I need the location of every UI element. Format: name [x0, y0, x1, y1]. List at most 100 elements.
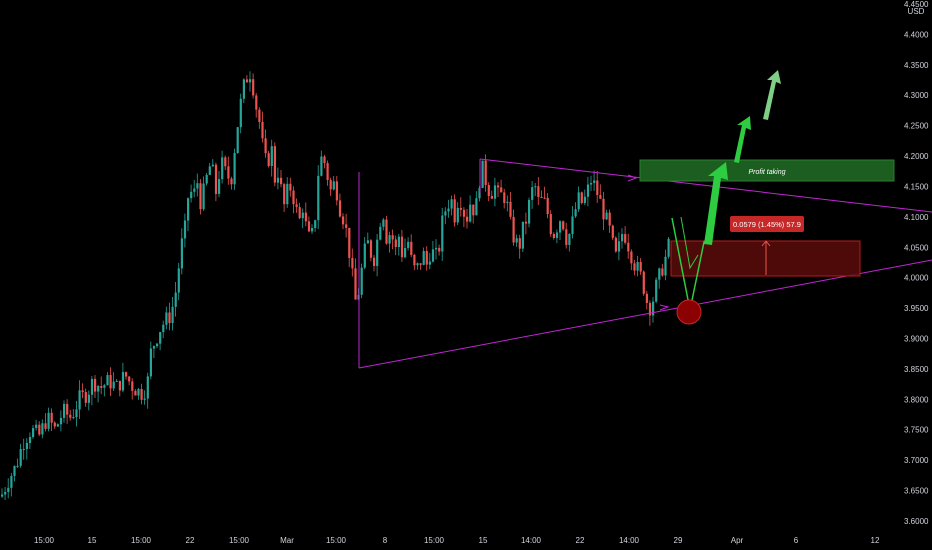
candle-body	[211, 164, 214, 167]
y-tick-label: 4.0000	[904, 274, 929, 283]
candle-body	[590, 183, 593, 185]
triangle-upper-arrow	[627, 174, 638, 182]
candle-body	[497, 185, 500, 188]
candle-body	[273, 146, 276, 183]
y-tick-label: 3.7500	[904, 426, 929, 435]
candle-body	[270, 146, 273, 167]
candle-body	[549, 214, 552, 235]
candle-body	[506, 201, 509, 203]
candle-body	[112, 381, 115, 389]
candle-body	[131, 381, 134, 391]
candle-body	[633, 263, 636, 271]
candle-body	[94, 378, 97, 392]
candle-body	[404, 247, 407, 258]
candle-body	[407, 241, 410, 248]
candle-body	[143, 398, 146, 400]
candle-body	[249, 79, 252, 83]
candle-body	[152, 346, 156, 349]
candle-body	[639, 261, 642, 272]
candle-body	[97, 385, 100, 392]
candle-body	[608, 212, 611, 226]
candle-body	[84, 392, 87, 403]
currency-label: USD	[908, 7, 925, 16]
candle-body	[289, 183, 292, 191]
candle-body	[416, 263, 419, 266]
candle-body	[518, 238, 521, 249]
y-tick-label: 4.0500	[904, 243, 929, 252]
candle-body	[69, 414, 72, 418]
candle-body	[376, 239, 379, 266]
candle-body	[475, 198, 478, 216]
candle-body	[462, 209, 466, 217]
x-tick-label: 15	[479, 536, 488, 545]
candle-body	[32, 428, 35, 438]
candle-body	[400, 236, 404, 258]
candle-body	[366, 240, 369, 244]
candle-body	[459, 207, 462, 210]
time-axis[interactable]: 15:00 15 15:00 22 15:00 Mar 15:00 8 15:00 15 14:00…	[34, 536, 880, 545]
x-tick-label: Mar	[280, 536, 294, 545]
candle-body	[140, 388, 143, 400]
candle-body	[162, 324, 165, 333]
candle-body	[261, 121, 264, 139]
candle-body	[397, 236, 400, 248]
candle-body	[583, 196, 586, 204]
candle-body	[382, 219, 385, 227]
x-tick-label: 14:00	[619, 536, 640, 545]
candle-body	[617, 241, 621, 252]
candle-body	[177, 268, 180, 293]
candle-body	[227, 166, 230, 179]
candle-body	[611, 225, 614, 238]
candle-body	[53, 422, 56, 427]
candle-body	[196, 183, 199, 189]
candle-body	[106, 375, 109, 386]
candle-body	[419, 263, 422, 265]
y-tick-label: 3.6000	[904, 517, 929, 526]
candle-body	[388, 235, 391, 244]
candle-body	[373, 257, 376, 266]
candle-body	[661, 268, 664, 276]
candle-body	[360, 267, 363, 295]
candle-body	[230, 178, 233, 185]
y-tick-label: 3.9500	[904, 304, 929, 313]
x-tick-label: 12	[871, 536, 880, 545]
candle-body	[540, 196, 543, 198]
candle-body	[208, 166, 211, 175]
candle-body	[456, 207, 459, 223]
candle-body	[521, 221, 524, 249]
candle-body	[81, 390, 84, 393]
candle-body	[645, 293, 648, 303]
x-tick-label: 14:00	[521, 536, 542, 545]
candle-body	[149, 348, 152, 377]
forecast-arrow-3	[763, 70, 781, 120]
candle-body	[25, 443, 28, 450]
candle-body	[490, 195, 493, 199]
candle-body	[28, 437, 32, 444]
candle-body	[258, 109, 261, 122]
candle-body	[44, 423, 47, 429]
candle-body	[301, 212, 304, 219]
candle-body	[422, 251, 425, 265]
candle-body	[369, 240, 373, 258]
candle-body	[447, 208, 450, 212]
candle-body	[323, 156, 326, 164]
candle-body	[329, 180, 332, 190]
candle-body	[63, 403, 66, 418]
x-tick-label: 15:00	[34, 536, 55, 545]
candle-body	[515, 238, 518, 243]
forecast-second-line	[680, 216, 699, 270]
candle-body	[193, 188, 196, 192]
candle-body	[56, 424, 59, 427]
candle-body	[586, 184, 590, 197]
candle-body	[500, 187, 503, 193]
candle-body	[156, 343, 159, 347]
candle-body	[165, 312, 168, 325]
candle-body	[314, 220, 317, 229]
candle-body	[385, 219, 388, 244]
x-tick-label: 15:00	[229, 536, 250, 545]
y-tick-label: 4.1500	[904, 182, 929, 191]
candle-body	[481, 160, 484, 188]
candle-body	[326, 163, 329, 181]
price-axis[interactable]: 4.4500 4.4000 4.3500 4.3000 4.2500 4.2000 4.15…	[904, 0, 929, 526]
